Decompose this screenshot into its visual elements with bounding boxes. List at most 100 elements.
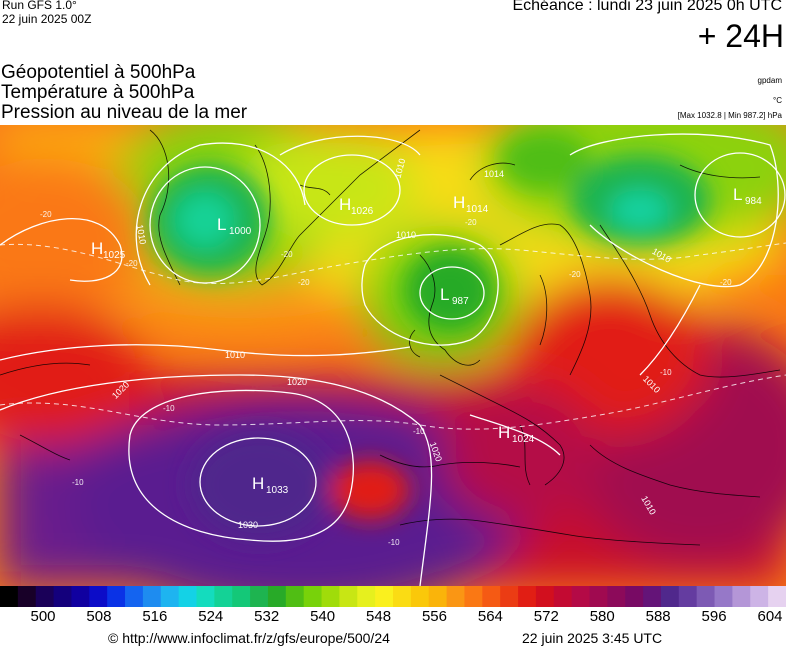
isotherms xyxy=(0,242,786,430)
title-pressure: Pression au niveau de la mer xyxy=(1,102,248,123)
colorbar-label: 500 xyxy=(30,608,56,625)
colorbar-swatch xyxy=(660,586,680,607)
colorbar-swatch xyxy=(107,586,126,607)
colorbar-swatch xyxy=(178,586,198,607)
colorbar-swatch xyxy=(535,586,555,607)
title-temperature: Température à 500hPa xyxy=(1,82,195,103)
isotherm-label: -20 xyxy=(40,210,52,219)
colorbar xyxy=(0,586,786,607)
colorbar-swatch xyxy=(500,586,519,607)
colorbar-swatch xyxy=(553,586,573,607)
unit-temperature: °C xyxy=(773,96,782,105)
colorbar-label: 588 xyxy=(645,608,671,625)
colorbar-swatch xyxy=(285,586,305,607)
geopotential-field xyxy=(0,125,786,586)
colorbar-swatch xyxy=(410,586,430,607)
colorbar-label: 604 xyxy=(757,608,783,625)
pressure-center-value: 984 xyxy=(745,196,762,207)
isotherm-label: -10 xyxy=(388,538,400,547)
pressure-center-value: 1033 xyxy=(266,485,289,496)
colorbar-swatch xyxy=(428,586,448,607)
pressure-center-letter: H xyxy=(339,195,351,214)
isotherm-label: -10 xyxy=(163,404,175,413)
colorbar-swatch xyxy=(357,586,376,607)
issue-date: 22 juin 2025 3:45 UTC xyxy=(522,630,663,646)
isotherm-label: -20 xyxy=(298,278,310,287)
colorbar-swatch xyxy=(321,586,341,607)
lead-time: + 24H xyxy=(697,18,784,54)
colorbar-label: 524 xyxy=(198,608,224,625)
title-geopotential: Géopotentiel à 500hPa xyxy=(1,62,196,83)
pressure-center-letter: H xyxy=(498,423,510,442)
colorbar-swatch xyxy=(482,586,501,607)
pressure-center-value: 987 xyxy=(452,296,469,307)
colorbar-swatch xyxy=(196,586,215,607)
pressure-center-letter: H xyxy=(453,193,465,212)
run-label: Run GFS 1.0° xyxy=(2,0,77,12)
colorbar-label: 564 xyxy=(477,608,503,625)
isotherm-label: -20 xyxy=(465,218,477,227)
pressure-center-letter: L xyxy=(440,285,449,304)
coastlines xyxy=(0,129,781,546)
pressure-center-value: 1024 xyxy=(512,434,535,445)
colorbar-swatch xyxy=(768,586,786,607)
colorbar-swatch xyxy=(589,586,608,607)
isotherm-label: -10 xyxy=(72,478,84,487)
colorbar-swatch xyxy=(142,586,162,607)
pressure-center-value: 1014 xyxy=(466,204,489,215)
isobars xyxy=(0,133,786,586)
pressure-center-letter: L xyxy=(733,185,742,204)
colorbar-swatch xyxy=(393,586,412,607)
isotherm-label: -10 xyxy=(413,427,425,436)
colorbar-swatch xyxy=(160,586,180,607)
colorbar-swatch xyxy=(17,586,37,607)
isobar-label: 1010 xyxy=(135,224,148,245)
colorbar-swatch xyxy=(446,586,466,607)
colorbar-swatch xyxy=(250,586,269,607)
unit-geopotential: gpdam xyxy=(757,76,782,85)
isobar-label: 1010 xyxy=(396,230,416,240)
isobar-label: 1014 xyxy=(484,169,504,179)
colorbar-swatch xyxy=(643,586,662,607)
colorbar-swatch xyxy=(303,586,323,607)
pressure-center-value: 1025 xyxy=(103,250,126,261)
colorbar-swatch xyxy=(518,586,537,607)
colorbar-swatch xyxy=(71,586,90,607)
colorbar-label: 596 xyxy=(701,608,727,625)
pressure-center-value: 1000 xyxy=(229,226,252,237)
isotherm-labels: -20 -20 -20 -20 -20 -20 -20 -10 -10 -10 … xyxy=(40,210,732,547)
colorbar-label: 572 xyxy=(533,608,559,625)
colorbar-label: 516 xyxy=(142,608,168,625)
colorbar-swatch xyxy=(214,586,233,607)
isobar-label: 1020 xyxy=(287,377,307,387)
colorbar-swatch xyxy=(625,586,644,607)
colorbar-swatch xyxy=(714,586,734,607)
colorbar-label: 548 xyxy=(366,608,392,625)
colorbar-label: 532 xyxy=(254,608,280,625)
isotherm-label: -20 xyxy=(569,270,581,279)
colorbar-swatch xyxy=(89,586,108,607)
colorbar-swatch xyxy=(339,586,358,607)
pressure-center-values: 1000 1026 1014 984 1025 987 1024 1033 xyxy=(103,196,762,496)
run-date: 22 juin 2025 00Z xyxy=(2,12,92,26)
colorbar-swatch xyxy=(696,586,716,607)
colorbar-swatch xyxy=(607,586,626,607)
pressure-center-letter: H xyxy=(91,239,103,258)
colorbar-label: 508 xyxy=(86,608,112,625)
colorbar-swatch xyxy=(571,586,591,607)
isobar-label: 1010 xyxy=(225,350,245,360)
isotherm-label: -20 xyxy=(281,250,293,259)
pressure-center-letter: L xyxy=(217,215,226,234)
colorbar-swatch xyxy=(0,586,19,607)
pressure-center-value: 1026 xyxy=(351,206,374,217)
weather-map: L H H L H L H H 1000 1026 1014 984 1025 … xyxy=(0,125,786,586)
colorbar-swatch xyxy=(678,586,698,607)
colorbar-swatch xyxy=(53,586,73,607)
pressure-center-letter: H xyxy=(252,474,264,493)
colorbar-swatch xyxy=(267,586,287,607)
colorbar-label: 540 xyxy=(310,608,336,625)
colorbar-labels: 500 508 516 524 532 540 548 556 564 572 580 588 596 6… xyxy=(0,608,786,630)
colorbar-swatch xyxy=(125,586,144,607)
pressure-range: [Max 1032.8 | Min 987.2] hPa xyxy=(677,111,782,120)
pressure-center-letters: L H H L H L H H xyxy=(91,185,742,493)
